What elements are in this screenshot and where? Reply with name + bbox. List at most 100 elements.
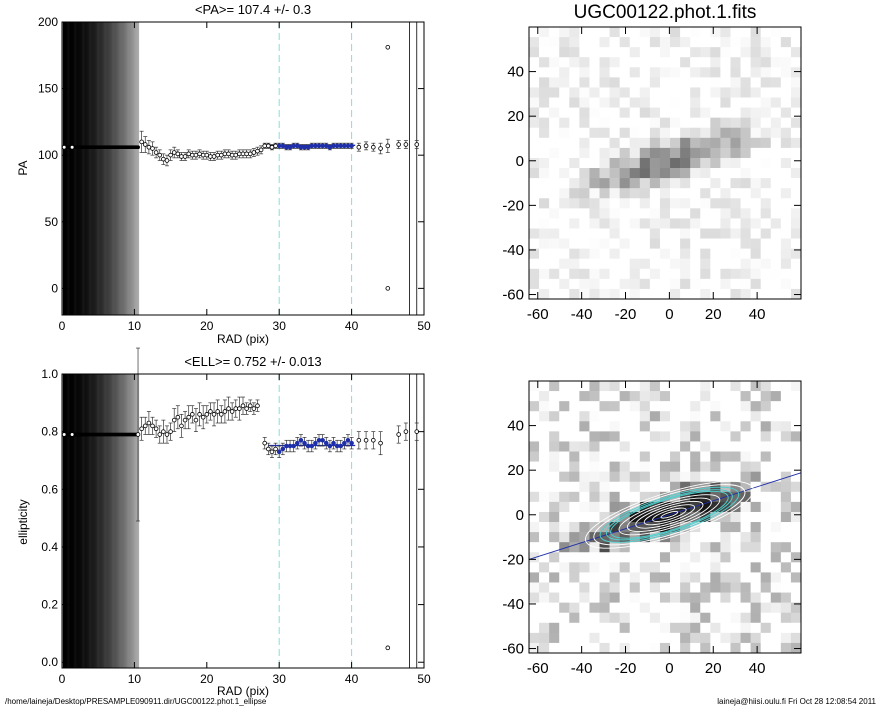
- image-pixel: [529, 542, 540, 553]
- image-pixel: [579, 27, 590, 38]
- data-point: [142, 142, 148, 147]
- image-pixel: [649, 632, 661, 644]
- image-pixel: [599, 552, 610, 563]
- image-pixel: [629, 451, 641, 462]
- image-pixel: [579, 632, 590, 644]
- data-point: [258, 147, 264, 153]
- image-pixel: [700, 188, 711, 199]
- image-pixel: [569, 67, 580, 78]
- y-tick-label: 40: [507, 418, 524, 435]
- image-pixel: [639, 511, 651, 523]
- y-tick-label: 150: [38, 82, 58, 96]
- image-pixel: [579, 451, 590, 462]
- image-pixel: [609, 441, 620, 452]
- image-pixel: [780, 441, 792, 452]
- image-pixel: [599, 37, 610, 48]
- image-pixel: [529, 258, 540, 270]
- image-pixel: [790, 511, 802, 523]
- image-pixel: [579, 381, 590, 392]
- x-tick-label: 10: [128, 672, 142, 686]
- image-pixel: [690, 511, 701, 523]
- image-pixel: [599, 481, 610, 493]
- image-pixel: [690, 542, 701, 553]
- image-pixel: [750, 612, 762, 624]
- image-pixel: [710, 401, 721, 412]
- x-tick-label: 0: [665, 660, 673, 677]
- image-pixel: [549, 188, 560, 199]
- image-pixel: [569, 562, 580, 573]
- image-pixel: [589, 188, 600, 199]
- image-pixel: [529, 47, 540, 58]
- image-pixel: [710, 632, 721, 644]
- image-pixel: [579, 511, 590, 523]
- image-pixel: [549, 401, 560, 412]
- data-point: [356, 144, 362, 150]
- image-pixel: [680, 592, 691, 603]
- image-pixel: [649, 117, 661, 129]
- image-pixel: [770, 612, 782, 624]
- image-pixel: [599, 431, 610, 442]
- image-pixel: [599, 501, 610, 513]
- image-pixel: [680, 218, 691, 229]
- image-pixel: [790, 441, 802, 452]
- image-pixel: [599, 632, 610, 644]
- image-pixel: [760, 461, 772, 472]
- image-pixel: [750, 27, 762, 38]
- image-pixel: [690, 57, 701, 68]
- image-pixel: [780, 258, 792, 270]
- image-pixel: [639, 592, 651, 603]
- image-pixel: [690, 391, 701, 402]
- image-pixel: [649, 451, 661, 462]
- isophote-ellipse: [605, 489, 733, 541]
- image-pixel: [649, 107, 661, 118]
- image-pixel: [680, 97, 691, 108]
- data-point: [403, 142, 409, 147]
- image-pixel: [790, 27, 802, 38]
- x-tick-label: 40: [749, 306, 766, 323]
- image-pixel: [700, 107, 711, 118]
- image-pixel: [750, 87, 762, 98]
- image-pixel: [639, 491, 651, 503]
- data-point: [403, 429, 409, 434]
- image-pixel: [780, 501, 792, 513]
- image-pixel: [589, 117, 600, 129]
- image-pixel: [559, 582, 570, 593]
- image-pixel: [559, 137, 570, 149]
- image-pixel: [629, 441, 641, 452]
- image-pixel: [609, 117, 620, 129]
- image-pixel: [549, 532, 560, 543]
- image-pixel: [670, 278, 681, 290]
- image-pixel: [539, 268, 550, 280]
- image-pixel: [700, 258, 711, 270]
- image-pixel: [790, 198, 802, 209]
- y-tick-label: 0.6: [41, 482, 58, 496]
- image-pixel: [670, 451, 681, 462]
- image-pixel: [710, 77, 721, 88]
- image-pixel: [659, 642, 671, 654]
- image-pixel: [700, 248, 711, 260]
- image-pixel: [569, 391, 580, 402]
- image-pixel: [770, 218, 782, 229]
- image-pixel: [760, 431, 772, 442]
- image-pixel: [629, 582, 641, 593]
- image-pixel: [549, 612, 560, 624]
- image-pixel: [770, 602, 782, 614]
- ell-xlabel: RAD (pix): [217, 684, 269, 698]
- image-pixel: [750, 188, 762, 199]
- image-pixel: [680, 572, 691, 583]
- image-pixel: [670, 258, 681, 270]
- image-pixel: [680, 602, 691, 614]
- y-tick-label: 0: [51, 281, 58, 295]
- image-pixel: [649, 411, 661, 422]
- image-pixel: [649, 602, 661, 614]
- image-pixel: [589, 278, 600, 290]
- image-pixel: [659, 248, 671, 260]
- image-pixel: [639, 622, 651, 634]
- image-pixel: [639, 451, 651, 462]
- x-tick-label: 0: [59, 672, 66, 686]
- image-pixel: [730, 481, 741, 493]
- image-pixel: [760, 471, 772, 483]
- image-pixel: [609, 288, 620, 300]
- image-pixel: [559, 552, 570, 563]
- image-pixel: [569, 522, 580, 533]
